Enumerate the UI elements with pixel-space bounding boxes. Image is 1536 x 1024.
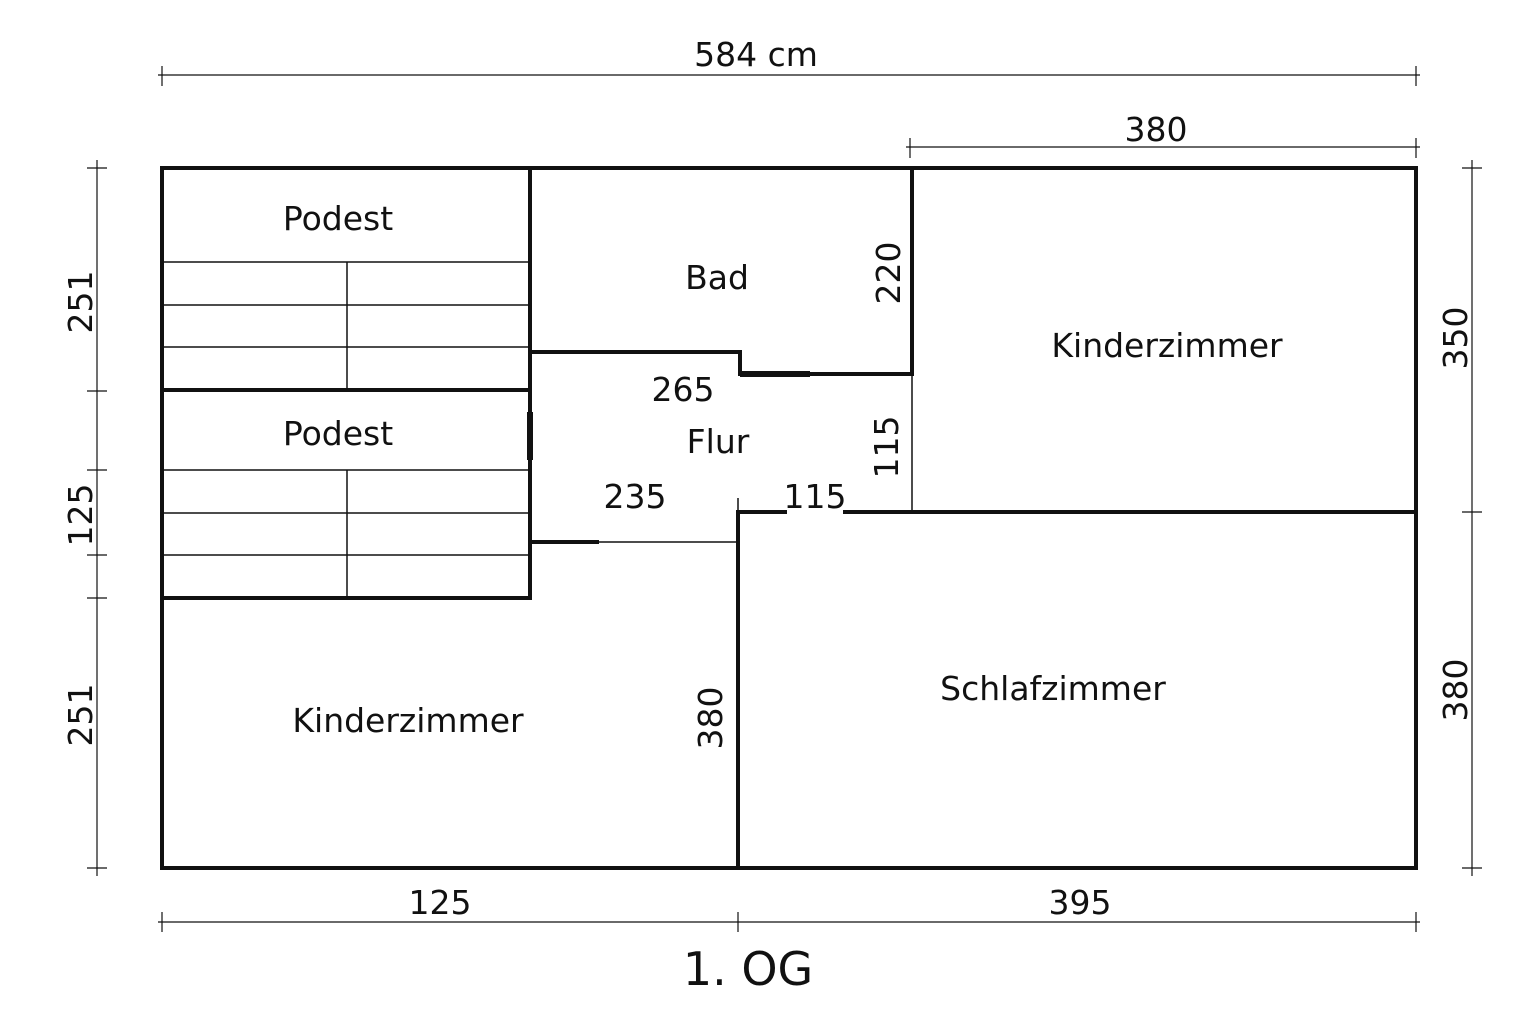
dim-flur-265: 265 bbox=[652, 370, 715, 409]
dim-bad-height: 220 bbox=[869, 242, 908, 305]
dim-total-width: 584 cm bbox=[694, 35, 818, 74]
dim-flur-115-h: 115 bbox=[784, 477, 847, 516]
stairs bbox=[162, 261, 530, 598]
outer-wall bbox=[160, 166, 1418, 870]
room-kinderzimmer-left: Kinderzimmer bbox=[292, 701, 524, 740]
floor-title: 1. OG bbox=[683, 942, 813, 996]
dim-flur-115-v: 115 bbox=[867, 416, 906, 479]
dim-top-right: 380 bbox=[1125, 110, 1188, 149]
room-podest-top: Podest bbox=[283, 199, 393, 238]
dimension-lines bbox=[87, 66, 1482, 932]
dim-flur-235: 235 bbox=[604, 477, 667, 516]
room-kinderzimmer-right: Kinderzimmer bbox=[1051, 326, 1283, 365]
dim-left-middle: 125 bbox=[61, 484, 100, 547]
dim-right-top: 350 bbox=[1436, 307, 1475, 370]
dim-kinderzimmer-left-height: 380 bbox=[691, 687, 730, 750]
room-podest-bottom: Podest bbox=[283, 414, 393, 453]
dim-left-bottom: 251 bbox=[61, 684, 100, 747]
room-schlafzimmer: Schlafzimmer bbox=[940, 669, 1166, 708]
dim-bottom-right: 395 bbox=[1049, 883, 1112, 922]
walls bbox=[160, 166, 1418, 870]
dim-bottom-left: 125 bbox=[409, 883, 472, 922]
dim-left-top: 251 bbox=[61, 271, 100, 334]
room-bad: Bad bbox=[685, 258, 749, 297]
room-flur: Flur bbox=[687, 422, 750, 461]
dim-right-bottom: 380 bbox=[1436, 659, 1475, 722]
